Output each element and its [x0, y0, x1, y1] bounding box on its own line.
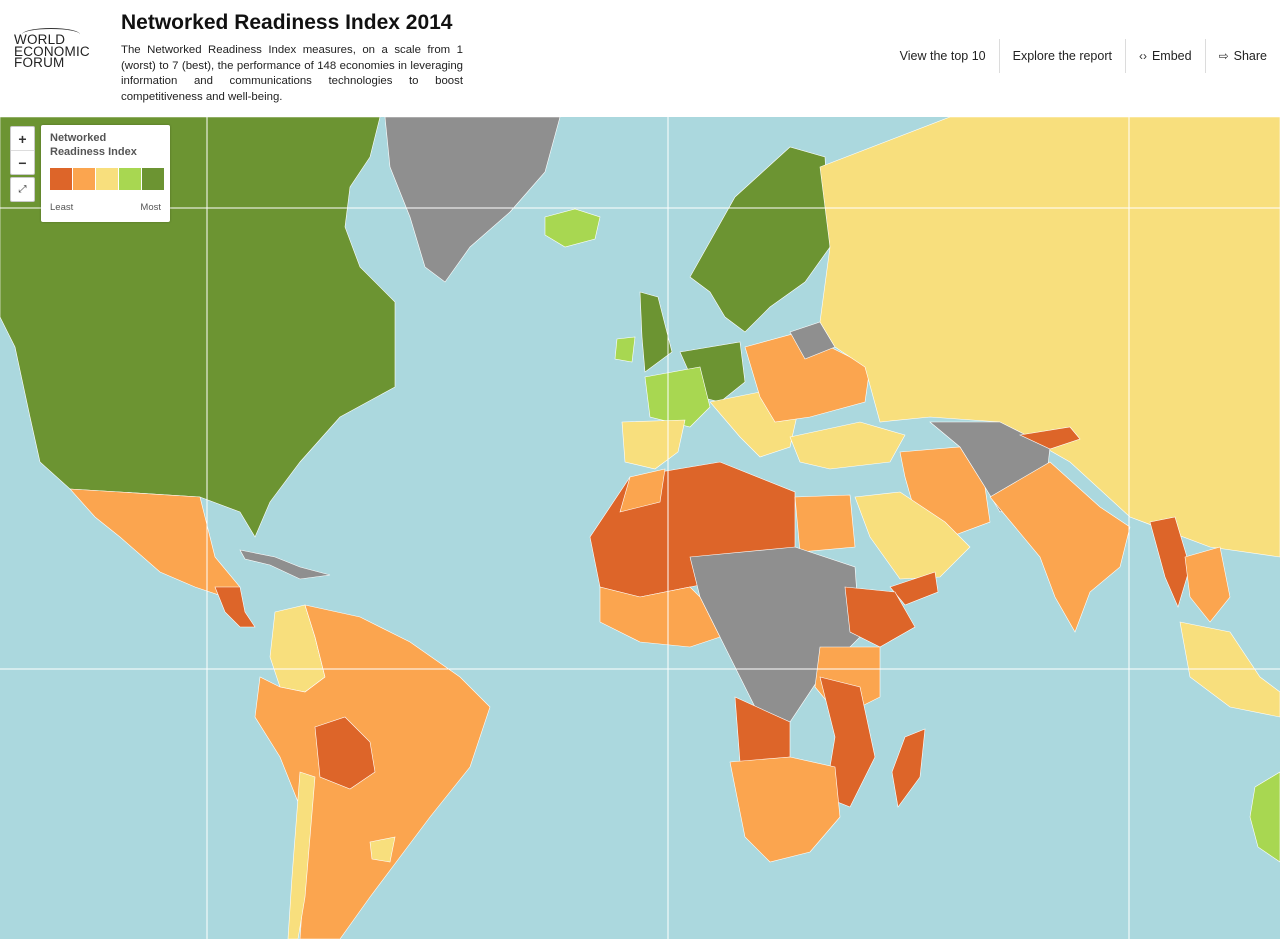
zoom-control: + − [10, 126, 35, 175]
fullscreen-icon[interactable]: ⤢ [10, 177, 35, 202]
south-asia-region[interactable] [989, 461, 1131, 633]
canada-usa-region[interactable] [0, 117, 396, 538]
legend-swatch-1 [50, 168, 72, 190]
page-title: Networked Readiness Index 2014 [121, 11, 453, 34]
legend-most-label: Most [140, 202, 161, 213]
uruguay-region[interactable] [369, 836, 396, 863]
top-nav: View the top 10 Explore the report ‹› Emb… [887, 39, 1280, 73]
logo-arc [22, 28, 80, 41]
southeast-asia-region[interactable] [1184, 546, 1231, 623]
legend-least-label: Least [50, 202, 74, 213]
legend-swatches [50, 168, 165, 190]
legend-swatch-2 [73, 168, 95, 190]
france-region[interactable] [644, 366, 711, 428]
iberia-region[interactable] [621, 419, 686, 470]
central-america-region[interactable] [214, 586, 256, 628]
explore-report-link[interactable]: Explore the report [998, 39, 1125, 73]
share-button[interactable]: ⇨ Share [1204, 39, 1280, 73]
explore-report-label: Explore the report [1012, 49, 1112, 63]
morocco-region[interactable] [619, 468, 666, 513]
west-africa-region[interactable] [599, 586, 721, 648]
embed-button[interactable]: ‹› Embed [1124, 39, 1205, 73]
code-icon: ‹› [1138, 49, 1147, 63]
legend-title: Networked Readiness Index [50, 132, 137, 158]
yemen-region[interactable] [889, 571, 939, 606]
greenland-region[interactable] [384, 117, 561, 283]
logo-line-2: ECONOMIC [14, 43, 90, 59]
mexico-region[interactable] [69, 488, 241, 598]
logo-line-3: FORUM [14, 55, 65, 70]
ethiopia-region[interactable] [844, 586, 916, 648]
iceland-region[interactable] [544, 208, 601, 248]
egypt-region[interactable] [794, 494, 856, 553]
zoom-out-button[interactable]: − [18, 154, 27, 171]
graticule [0, 117, 1280, 939]
legend-swatch-3 [96, 168, 118, 190]
view-top10-label: View the top 10 [899, 49, 986, 63]
bolivia-region[interactable] [314, 716, 376, 790]
header: WORLD ECONOMIC FORUM Networked Readiness… [0, 0, 1280, 117]
page-description: The Networked Readiness Index measures, … [121, 44, 463, 103]
turkey-region[interactable] [789, 421, 906, 470]
view-top10-link[interactable]: View the top 10 [887, 39, 999, 73]
legend-swatch-4 [119, 168, 141, 190]
legend-swatch-5 [142, 168, 164, 190]
share-label: Share [1233, 49, 1267, 63]
wef-logo[interactable]: WORLD ECONOMIC FORUM [14, 28, 96, 70]
world-map[interactable] [0, 117, 1280, 939]
myanmar-region[interactable] [1149, 516, 1191, 608]
uk-region[interactable] [639, 291, 673, 373]
map-canvas[interactable] [0, 117, 1280, 939]
ireland-region[interactable] [614, 336, 636, 363]
southern-africa-region[interactable] [729, 756, 841, 863]
caribbean-region[interactable] [239, 549, 331, 580]
madagascar-region[interactable] [891, 728, 926, 808]
share-icon: ⇨ [1218, 49, 1229, 63]
scandinavia-region[interactable] [689, 146, 831, 333]
kyrgyzstan-region[interactable] [1018, 426, 1081, 450]
map-legend: Networked Readiness Index Least Most [41, 125, 170, 222]
embed-label: Embed [1151, 49, 1192, 63]
australia-region[interactable] [1249, 771, 1280, 863]
chile-region[interactable] [287, 771, 316, 939]
arabia-region[interactable] [854, 491, 971, 580]
zoom-in-button[interactable]: + [11, 127, 34, 151]
